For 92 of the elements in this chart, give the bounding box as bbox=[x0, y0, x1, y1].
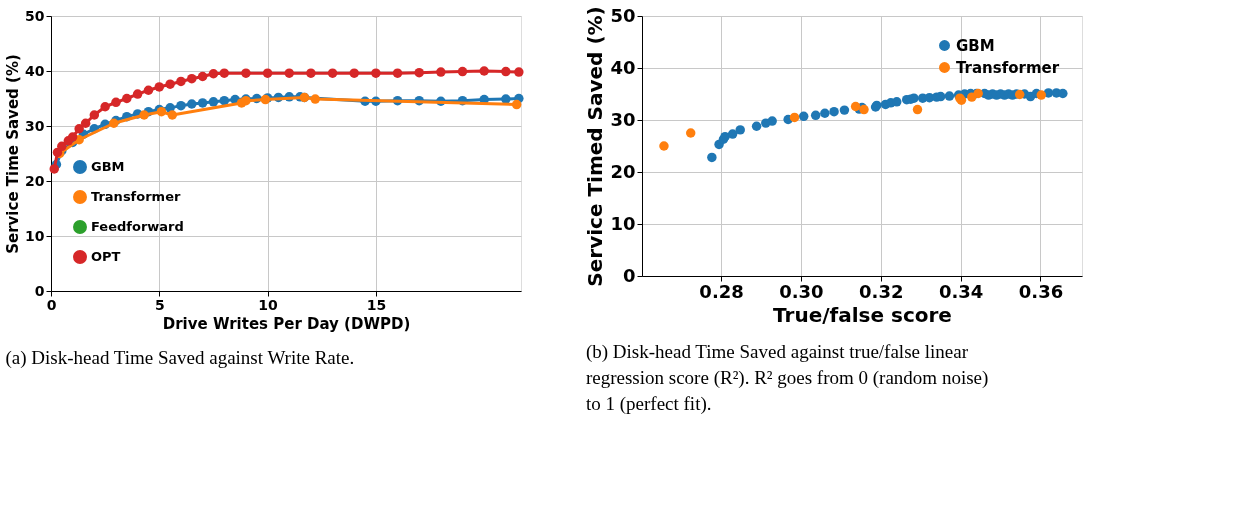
point bbox=[751, 121, 762, 131]
point bbox=[139, 110, 149, 120]
point bbox=[143, 85, 154, 95]
point bbox=[100, 102, 110, 112]
point bbox=[176, 100, 186, 111]
y-tick-label: 20 bbox=[610, 160, 636, 182]
point bbox=[912, 104, 923, 115]
point bbox=[176, 76, 186, 87]
point bbox=[501, 66, 511, 77]
point bbox=[241, 68, 251, 78]
point bbox=[122, 93, 132, 104]
y-tick-label: 40 bbox=[25, 62, 45, 79]
point bbox=[735, 125, 745, 135]
text: (a) Disk-head Time Saved against Write Rate. bbox=[5, 347, 355, 369]
x-axis-title: Drive Writes Per Day (DWPD) bbox=[162, 314, 411, 333]
y-tick-label: 30 bbox=[610, 108, 636, 130]
point bbox=[909, 93, 919, 103]
point bbox=[839, 105, 850, 115]
x-tick-label: 15 bbox=[366, 296, 387, 313]
x-tick-label: 0.34 bbox=[938, 280, 984, 302]
point bbox=[767, 116, 777, 126]
y-tick-label: 30 bbox=[25, 117, 45, 134]
legend-label: OPT bbox=[91, 249, 121, 264]
point bbox=[187, 73, 197, 84]
point bbox=[111, 97, 121, 108]
point bbox=[727, 129, 738, 139]
point bbox=[262, 68, 273, 78]
y-axis-title: Service Timed Saved (%) bbox=[583, 6, 608, 287]
legend-label: Transformer bbox=[91, 189, 181, 204]
y-axis-title: Service Time Saved (%) bbox=[4, 54, 23, 254]
point bbox=[457, 66, 468, 77]
x-tick-label: 0.28 bbox=[699, 280, 744, 302]
point bbox=[89, 110, 100, 120]
point bbox=[306, 68, 316, 78]
point bbox=[501, 94, 511, 104]
point bbox=[327, 68, 338, 78]
x-tick-label: 5 bbox=[154, 296, 165, 313]
y-tick-label: 20 bbox=[25, 172, 45, 189]
y-tick-label: 40 bbox=[610, 56, 636, 78]
point bbox=[74, 124, 84, 134]
point bbox=[798, 111, 809, 122]
point bbox=[414, 67, 424, 78]
legend-label: Transformer bbox=[956, 58, 1060, 77]
legend-label: Feedforward bbox=[91, 219, 184, 234]
point bbox=[1036, 90, 1047, 100]
text: (b) Disk-head Time Saved against true/false linear regression score (R²). R² goes from 0 (random noise) to 1 (perfect fit). bbox=[585, 341, 989, 415]
x-tick-label: 0.30 bbox=[779, 280, 824, 302]
point bbox=[208, 97, 219, 107]
point bbox=[659, 141, 669, 151]
point bbox=[132, 89, 143, 99]
point bbox=[67, 132, 78, 142]
point bbox=[707, 152, 717, 163]
legend-label: GBM bbox=[91, 159, 125, 174]
x-tick-label: 0.36 bbox=[1018, 280, 1064, 302]
point bbox=[789, 112, 800, 123]
point bbox=[829, 106, 839, 117]
point bbox=[219, 95, 230, 106]
point bbox=[284, 68, 294, 78]
point bbox=[310, 94, 320, 104]
point bbox=[165, 79, 175, 89]
point bbox=[197, 98, 208, 108]
point bbox=[436, 67, 446, 77]
x-axis-title: True/false score bbox=[773, 302, 952, 327]
point bbox=[219, 68, 230, 78]
x-tick-label: 0.32 bbox=[859, 280, 904, 302]
point bbox=[850, 101, 861, 112]
point bbox=[154, 82, 165, 92]
point bbox=[685, 128, 696, 138]
point bbox=[197, 71, 208, 82]
point bbox=[208, 69, 219, 79]
point bbox=[810, 110, 821, 121]
point bbox=[514, 67, 524, 77]
y-tick-label: 50 bbox=[25, 7, 45, 24]
y-tick-label: 10 bbox=[25, 227, 45, 244]
point bbox=[944, 91, 955, 101]
y-tick-label: 10 bbox=[610, 212, 636, 234]
point bbox=[1058, 88, 1068, 99]
point bbox=[49, 164, 59, 174]
point bbox=[80, 118, 91, 128]
x-tick-label: 0 bbox=[46, 296, 57, 313]
point bbox=[479, 66, 489, 76]
point bbox=[511, 99, 522, 110]
point bbox=[392, 68, 403, 78]
point bbox=[820, 108, 830, 118]
point bbox=[371, 68, 381, 78]
point bbox=[187, 99, 197, 109]
y-tick-label: 0 bbox=[622, 264, 636, 286]
point bbox=[349, 68, 359, 78]
point bbox=[167, 110, 178, 120]
legend-label: GBM bbox=[956, 36, 995, 55]
x-tick-label: 10 bbox=[258, 296, 279, 313]
y-tick-label: 50 bbox=[610, 4, 636, 26]
